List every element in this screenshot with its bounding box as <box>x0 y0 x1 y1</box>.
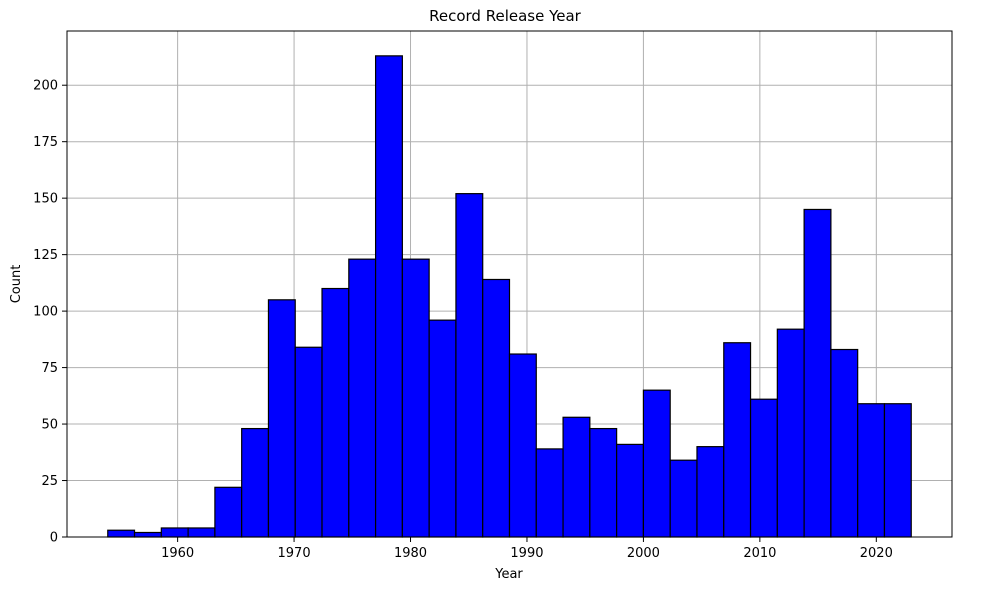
histogram-bar <box>508 353 537 538</box>
y-tick-label: 75 <box>41 361 58 376</box>
x-axis-label: Year <box>494 567 523 582</box>
x-tick-label: 1990 <box>510 546 543 561</box>
histogram-bar <box>428 319 457 538</box>
histogram-bar <box>535 448 564 538</box>
histogram-bar <box>214 486 243 538</box>
x-tick-label: 1970 <box>278 546 311 561</box>
x-tick-label: 2010 <box>743 546 776 561</box>
histogram-bar <box>883 403 912 538</box>
y-tick-label: 50 <box>41 418 58 433</box>
histogram-bar <box>723 342 752 538</box>
histogram-bar <box>133 531 162 538</box>
histogram-bar <box>267 299 296 538</box>
histogram-bar <box>562 416 591 538</box>
histogram-bar <box>589 427 618 538</box>
histogram-bar <box>187 527 216 538</box>
bars-layer <box>107 55 912 538</box>
histogram-bar <box>160 527 189 538</box>
y-tick-label: 100 <box>33 305 58 320</box>
histogram-bar <box>803 208 832 538</box>
histogram-bar <box>642 389 671 538</box>
histogram-bar <box>374 55 403 538</box>
histogram-bar <box>107 529 136 538</box>
histogram-bar <box>857 403 886 538</box>
histogram-bar <box>616 443 645 538</box>
histogram-bar <box>455 193 484 538</box>
y-tick-label: 200 <box>33 79 58 94</box>
y-tick-label: 175 <box>33 135 58 150</box>
y-tick-label: 150 <box>33 192 58 207</box>
axes-layer <box>66 30 953 538</box>
histogram-bar <box>749 398 778 538</box>
histogram-bar <box>669 459 698 538</box>
histogram-bar <box>696 446 725 538</box>
histogram-bar <box>294 346 323 538</box>
chart-title: Record Release Year <box>429 7 582 25</box>
histogram-bar <box>482 278 511 538</box>
plot-frame <box>66 30 953 538</box>
y-axis-label: Count <box>9 265 24 304</box>
y-tick-label: 125 <box>33 248 58 263</box>
x-tick-label: 1960 <box>161 546 194 561</box>
histogram-bar <box>776 328 805 538</box>
ticks-layer: 1960 1970 1980 1990 2000 2010 2020 0 25 50 75 100 12… <box>33 79 893 561</box>
y-tick-label: 25 <box>41 474 58 489</box>
y-tick-label: 0 <box>50 531 58 546</box>
x-tick-label: 2000 <box>627 546 660 561</box>
x-tick-label: 2020 <box>860 546 893 561</box>
histogram-bar <box>830 348 859 538</box>
x-tick-label: 1980 <box>394 546 427 561</box>
histogram-bar <box>348 258 377 538</box>
histogram-bar <box>321 287 350 538</box>
histogram-bar <box>401 258 430 538</box>
histogram-bar <box>241 427 270 538</box>
